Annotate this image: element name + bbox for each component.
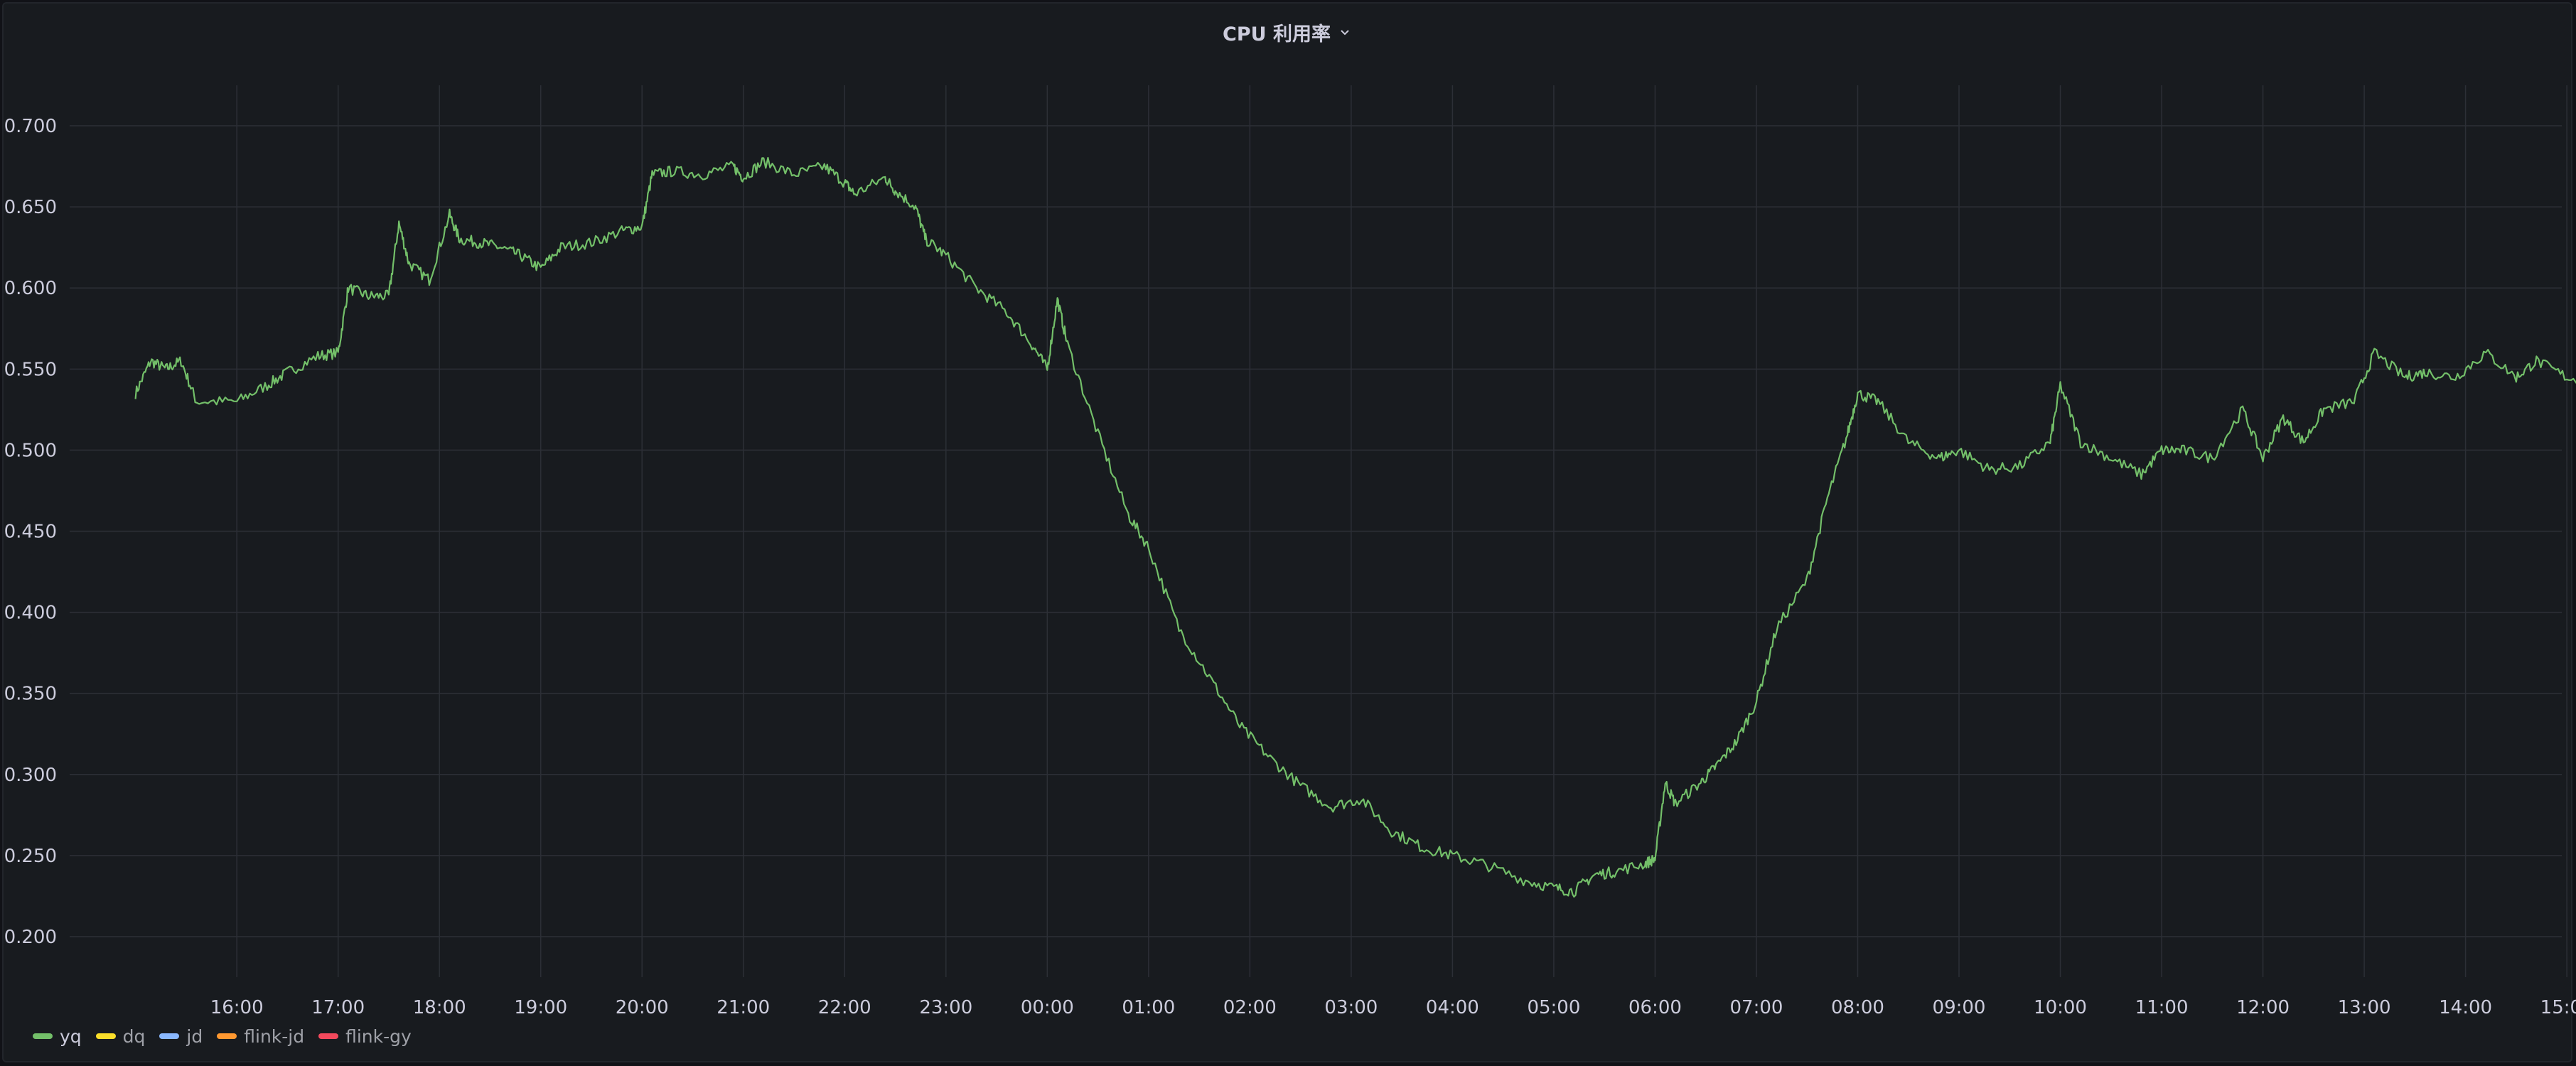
x-tick-label: 07:00 [1729, 997, 1783, 1018]
panel-title: CPU 利用率 [1223, 23, 1331, 45]
y-tick-label: 0.650 [4, 197, 57, 218]
x-tick-label: 04:00 [1426, 997, 1479, 1018]
legend-swatch [33, 1033, 53, 1039]
x-tick-label: 08:00 [1831, 997, 1884, 1018]
x-tick-label: 11:00 [2135, 997, 2189, 1018]
x-tick-label: 14:00 [2439, 997, 2492, 1018]
x-tick-label: 15:00 [2540, 997, 2576, 1018]
panel-title-menu[interactable]: CPU 利用率 [1223, 18, 1352, 46]
legend-item-flink-jd[interactable]: flink-jd [217, 1026, 304, 1047]
x-tick-label: 20:00 [616, 997, 669, 1018]
legend-item-dq[interactable]: dq [95, 1025, 146, 1047]
chevron-down-icon [1341, 30, 1349, 36]
x-axis: 16:00 17:00 18:00 19:00 20:00 21:00 22:00 23:00… [210, 997, 2576, 1018]
legend-label: flink-jd [244, 1025, 305, 1047]
legend-label: flink-gy [345, 1025, 412, 1047]
x-tick-label: 05:00 [1527, 997, 1580, 1018]
legend-item-jd[interactable]: jd [159, 1026, 203, 1047]
x-tick-label: 00:00 [1021, 997, 1074, 1018]
x-tick-label: 19:00 [514, 997, 567, 1018]
legend-swatch [95, 1033, 116, 1039]
legend: yq dq jd flink-jd flink-gy [33, 1023, 412, 1049]
x-tick-label: 01:00 [1122, 997, 1175, 1018]
x-tick-label: 03:00 [1324, 997, 1378, 1018]
y-tick-label: 0.400 [4, 603, 57, 624]
panel-header: CPU 利用率 [4, 16, 2571, 48]
x-tick-label: 10:00 [2034, 997, 2087, 1018]
x-tick-label: 09:00 [1933, 997, 1986, 1018]
legend-item-yq[interactable]: yq [33, 1026, 82, 1047]
x-tick-label: 13:00 [2338, 997, 2391, 1018]
legend-label: yq [60, 1025, 82, 1047]
y-tick-label: 0.550 [4, 359, 57, 380]
series-layer [134, 156, 2576, 898]
legend-swatch [217, 1033, 237, 1039]
y-tick-label: 0.450 [4, 522, 57, 543]
y-tick-label: 0.600 [4, 278, 57, 299]
legend-item-flink-gy[interactable]: flink-gy [318, 1026, 412, 1047]
y-tick-label: 0.300 [4, 765, 57, 786]
legend-swatch [318, 1033, 339, 1039]
y-tick-label: 0.350 [4, 684, 57, 705]
x-tick-label: 12:00 [2236, 997, 2290, 1018]
y-tick-label: 0.200 [4, 927, 57, 948]
x-tick-label: 23:00 [919, 997, 972, 1018]
x-tick-label: 02:00 [1223, 997, 1277, 1018]
legend-label: jd [186, 1025, 203, 1047]
x-tick-label: 22:00 [818, 997, 871, 1018]
y-axis: 0.200 0.250 0.300 0.350 0.400 0.450 0.500 0.550… [4, 116, 57, 948]
y-tick-label: 0.700 [4, 116, 57, 137]
y-tick-label: 0.500 [4, 440, 57, 461]
x-tick-label: 16:00 [210, 997, 264, 1018]
series-line-yq [134, 156, 2576, 898]
x-tick-label: 17:00 [311, 997, 365, 1018]
x-tick-label: 06:00 [1628, 997, 1682, 1018]
x-tick-label: 21:00 [717, 997, 770, 1018]
x-tick-label: 18:00 [413, 997, 466, 1018]
y-tick-label: 0.250 [4, 846, 57, 867]
legend-swatch [159, 1033, 180, 1039]
grid [70, 85, 2567, 977]
legend-label: dq [122, 1025, 146, 1047]
